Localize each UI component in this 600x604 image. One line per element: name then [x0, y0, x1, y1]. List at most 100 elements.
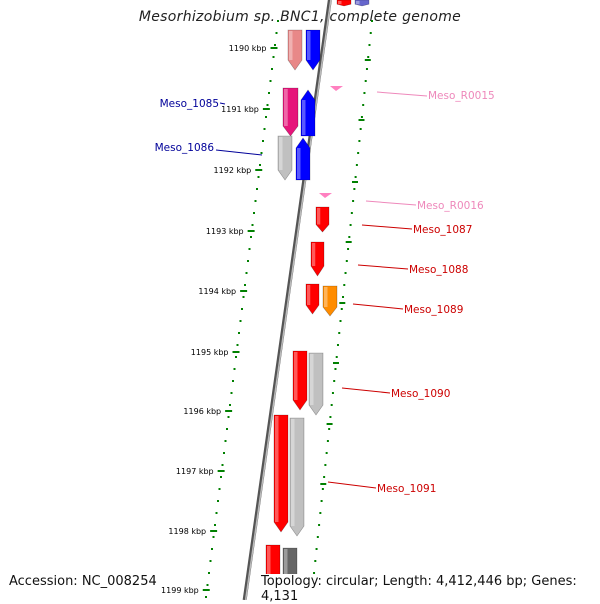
feature-meso-1089-shine	[307, 285, 311, 305]
ruler-dot	[371, 20, 373, 22]
scale-label: 1199 kbp	[161, 586, 199, 595]
trna-marker-r0016	[319, 193, 332, 198]
ruler-dot	[335, 356, 338, 358]
ruler-dot	[271, 68, 273, 70]
ruler-dot	[268, 92, 270, 94]
ruler-dot	[265, 116, 267, 118]
gene-label: Meso_1087	[413, 224, 472, 236]
feature-gray-1-shine	[279, 137, 283, 170]
feature-orange-1	[322, 285, 338, 317]
ruler-dot	[362, 104, 365, 106]
feature-top-red	[336, 0, 352, 7]
ruler-dot	[277, 20, 279, 22]
feature-meso-1087-shine	[317, 208, 321, 225]
ruler-dot	[259, 164, 261, 166]
ruler-dot	[256, 188, 258, 190]
ruler-dot	[241, 308, 243, 310]
ruler-dot	[211, 548, 213, 550]
ruler-dot	[239, 320, 242, 322]
ruler-dot	[328, 428, 331, 430]
ruler-dot	[245, 272, 248, 274]
ruler-dot	[326, 440, 329, 442]
feature-bottom-1-shine	[267, 546, 271, 590]
gene-label: Meso_1090	[391, 388, 450, 400]
ruler-dot	[224, 440, 227, 442]
feature-gray-2	[308, 352, 324, 416]
ruler-dot	[340, 308, 343, 310]
callout-line	[361, 224, 413, 230]
scale-label: 1194 kbp	[198, 287, 236, 296]
trna-marker-r0015	[330, 86, 343, 91]
ruler-dot	[329, 416, 332, 418]
gene-label: Meso_R0016	[417, 200, 484, 212]
feature-blue-1-shine	[302, 100, 306, 135]
gene-label: Meso_1086	[155, 142, 215, 154]
gene-label: Meso_1088	[409, 264, 468, 276]
ruler-dot	[323, 476, 326, 478]
topology-text: Topology: circular; Length: 4,412,446 bp…	[259, 574, 600, 604]
ruler-dot	[229, 404, 231, 406]
ruler-dot	[230, 392, 233, 394]
callout-line	[215, 149, 263, 156]
ruler-dot	[367, 56, 370, 58]
ruler-dot	[369, 32, 372, 34]
ruler-dot	[339, 320, 342, 322]
ruler-dot	[233, 368, 236, 370]
backbone-shadow	[242, 0, 332, 600]
scale-label: 1190 kbp	[229, 44, 267, 53]
callout-line	[365, 200, 417, 206]
ruler-dot	[352, 200, 355, 202]
ruler-dot	[226, 428, 228, 430]
callout-line	[341, 387, 391, 394]
callout-line	[327, 481, 377, 489]
ruler-dot	[313, 572, 316, 574]
feature-top-red-shine	[338, 1, 342, 5]
label-callouts: Meso_R0015 Meso_R0016 Meso_1085 Meso_1086 Me…	[155, 90, 495, 495]
feature-blue-0	[305, 29, 321, 71]
feature-gray-2-shine	[310, 354, 314, 405]
ruler-dot	[365, 68, 368, 70]
ruler-dot	[354, 176, 357, 178]
ruler-dot	[330, 404, 333, 406]
feature-gray-4-shine	[284, 549, 288, 590]
ruler-dot	[232, 380, 234, 382]
ruler-dot	[266, 104, 269, 106]
feature-meso-1089	[305, 283, 320, 315]
ruler-dot	[205, 596, 207, 598]
feature-top-blue	[354, 0, 370, 7]
ruler-dot	[236, 344, 239, 346]
ruler-dot	[320, 500, 323, 502]
ruler-dot	[360, 116, 363, 118]
ruler-dot	[349, 224, 352, 226]
ruler-dot	[368, 44, 371, 46]
scale-label: 1196 kbp	[183, 407, 221, 416]
ruler-dot	[254, 200, 257, 202]
ruler-dot	[253, 212, 255, 214]
ruler-dot	[357, 152, 360, 154]
outer-dotted-ruler	[202, 20, 279, 598]
ruler-dot	[209, 560, 212, 562]
feature-meso-1085-shine	[284, 89, 288, 126]
ruler-dot	[214, 524, 216, 526]
ruler-dot	[324, 464, 327, 466]
ruler-dot	[244, 284, 246, 286]
ruler-dot	[364, 80, 367, 82]
callout-line	[219, 102, 226, 105]
feature-meso-1086	[295, 137, 311, 181]
ruler-dot	[220, 476, 222, 478]
ruler-dot	[238, 332, 240, 334]
ruler-dot	[345, 260, 348, 262]
ruler-dot	[336, 344, 339, 346]
feature-blue-0-shine	[307, 31, 311, 60]
ruler-dot	[212, 536, 215, 538]
backbone-line	[242, 0, 332, 600]
feature-meso-1085	[282, 87, 299, 137]
scale-labels: 1190 kbp 1191 kbp 1192 kbp 1193 kbp 1194 kbp…	[161, 44, 266, 595]
ruler-dot	[350, 212, 353, 214]
ruler-dot	[250, 236, 252, 238]
ruler-dot	[314, 560, 317, 562]
ruler-dot	[263, 128, 266, 130]
feature-1	[287, 29, 303, 71]
ruler-dot	[333, 380, 336, 382]
